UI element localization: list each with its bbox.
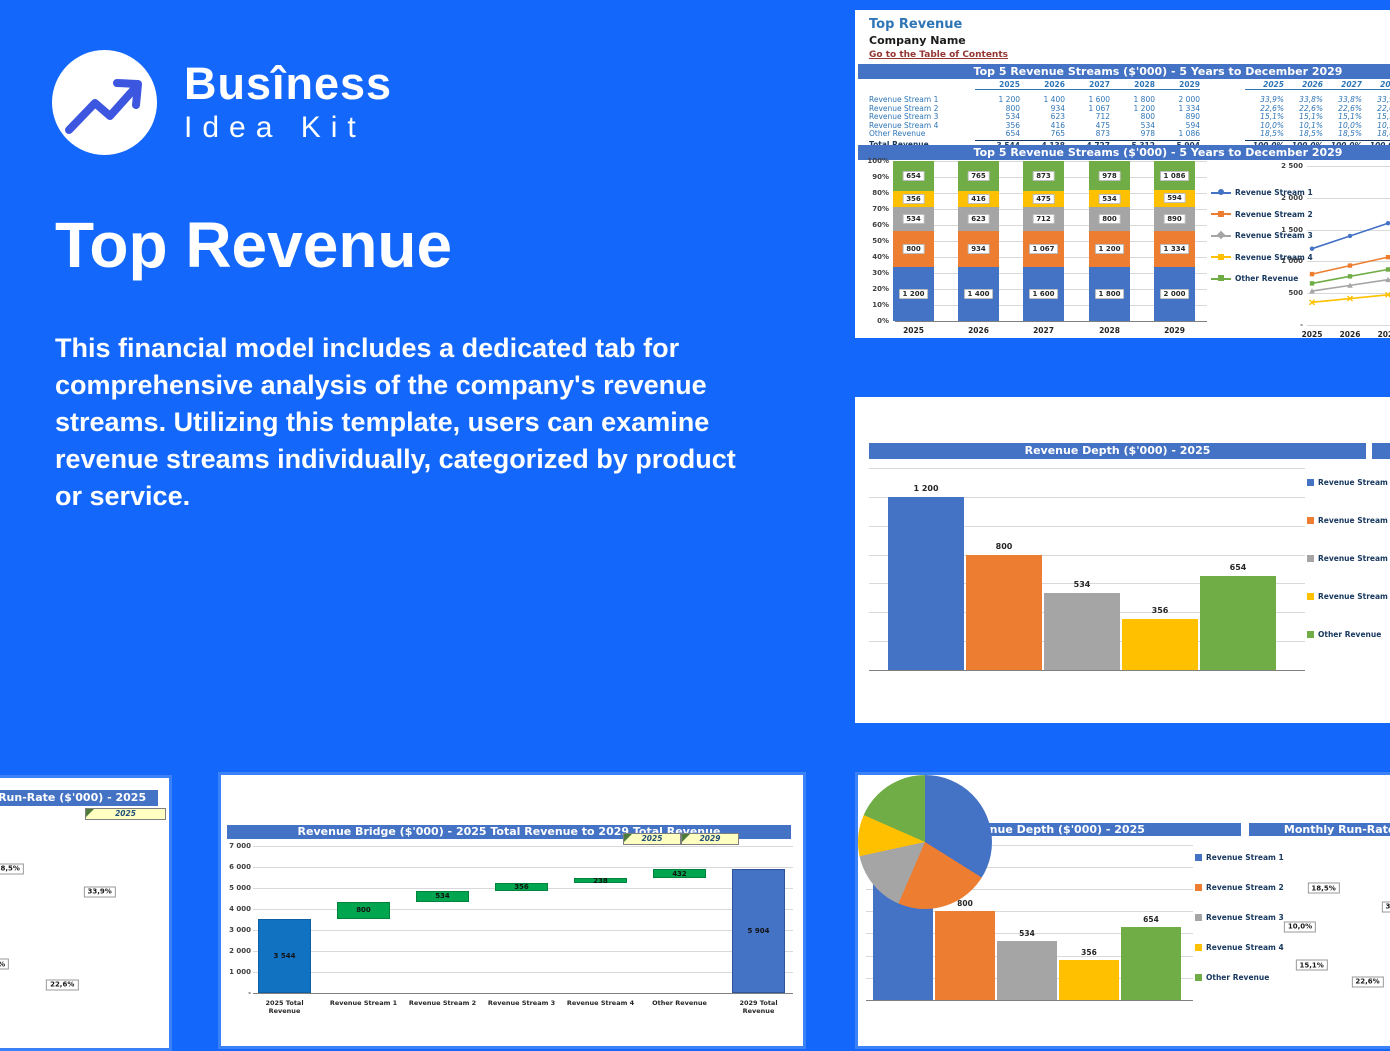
x-axis-label: Revenue Stream 1 [328, 999, 400, 1007]
pie-percent-label: 15,1% [0, 959, 9, 970]
y-axis-label: 7 000 [225, 842, 251, 850]
y-axis-label: 5 000 [225, 884, 251, 892]
gridline [869, 670, 1305, 671]
x-axis-label: Revenue Stream 2 [407, 999, 479, 1007]
runrate-pie-chart: 33,9%22,6%15,1%10,0%18,5% [0, 778, 169, 1048]
x-axis-label: Other Revenue [644, 999, 716, 1007]
x-axis-label: 2025 Total Revenue [249, 999, 321, 1015]
gridline [253, 846, 793, 847]
gridline [253, 867, 793, 868]
square-marker-icon [1386, 267, 1390, 271]
x-axis-label: Revenue Stream 4 [565, 999, 637, 1007]
waterfall-value-label: 356 [514, 883, 529, 891]
trend-arrow-icon [52, 50, 157, 155]
circle-marker-icon [1348, 234, 1352, 238]
y-axis-label: 6 000 [225, 863, 251, 871]
circle-marker-icon [1386, 221, 1390, 225]
waterfall-value-label: 238 [593, 877, 608, 885]
waterfall-value-label: 534 [435, 892, 450, 900]
pie-percent-label: 10,0% [1284, 921, 1316, 932]
gridline [253, 993, 793, 994]
card-depth-runrate: Revenue Depth ($'000) - 2025 Monthly Run… [855, 772, 1390, 1049]
square-marker-icon [1386, 255, 1390, 259]
pie-percent-label: 18,5% [0, 863, 24, 874]
waterfall-value-label: 800 [356, 906, 371, 914]
square-marker-icon [1348, 274, 1352, 278]
square-marker-icon [1310, 272, 1314, 276]
legend-item: Revenue Stream 2 [1307, 516, 1390, 525]
legend-item: Other Revenue [1307, 630, 1381, 639]
gridline [253, 951, 793, 952]
legend-square-icon [1307, 555, 1314, 562]
waterfall-chart: - 1 000 2 000 3 000 4 000 5 000 6 000 7 000 3 54… [221, 775, 803, 1046]
y-axis-label: 3 000 [225, 926, 251, 934]
legend-square-icon [1307, 517, 1314, 524]
square-marker-icon [1348, 263, 1352, 267]
waterfall-value-label: 3 544 [274, 952, 296, 960]
square-marker-icon [1310, 281, 1314, 285]
pie-percent-label: 22,6% [46, 979, 78, 990]
brand-line1: Busîness [184, 60, 392, 108]
card-monthly-runrate: Monthly Run-Rate ($'000) - 2025 2025 33,… [0, 775, 172, 1051]
legend-item: Revenue Stream 1 [1307, 478, 1390, 487]
page-description: This financial model includes a dedicate… [55, 330, 755, 515]
legend-label: Revenue Stream 1 [1318, 478, 1390, 487]
gridline [253, 909, 793, 910]
bar-value-label: 800 [996, 542, 1013, 551]
card-top-revenue-sheet: Top Revenue Company Name Go to the Table… [855, 10, 1390, 338]
gridline [869, 468, 1305, 469]
pie-percent-label: 33,9% [1382, 901, 1390, 912]
x-axis-label: 2025 [1296, 330, 1328, 338]
circle-marker-icon [1310, 246, 1314, 250]
pie-percent-label: 33,9% [83, 886, 115, 897]
gridline [253, 930, 793, 931]
runrate2-pie-chart: 33,9% 22,6% 15,1% 10,0% 18,5% [858, 775, 1390, 1046]
page-title: Top Revenue [55, 208, 452, 282]
gridline [253, 972, 793, 973]
legend-label: Other Revenue [1318, 630, 1381, 639]
bar-value-label: 534 [1074, 580, 1091, 589]
legend-square-icon [1307, 479, 1314, 486]
bar-value-label: 356 [1152, 606, 1169, 615]
line-series [1312, 198, 1390, 249]
bar [1122, 619, 1198, 670]
brand-line2: Idea Kit [184, 108, 392, 148]
legend-label: Revenue Stream 2 [1318, 516, 1390, 525]
legend-label: Revenue Stream 3 [1318, 554, 1390, 563]
brand-name: Busîness Idea Kit [184, 60, 392, 148]
bar [966, 555, 1042, 670]
pie-percent-label: 18,5% [1307, 883, 1339, 894]
x-axis-label: Revenue Stream 3 [486, 999, 558, 1007]
y-axis-label: 4 000 [225, 905, 251, 913]
card-revenue-bridge: Revenue Bridge ($'000) - 2025 Total Reve… [218, 772, 806, 1049]
waterfall-value-label: 432 [672, 870, 687, 878]
y-axis-label: 2 000 [225, 947, 251, 955]
legend-item: Revenue Stream 3 [1307, 554, 1390, 563]
x-axis-label: 2027 [1372, 330, 1390, 338]
bar-value-label: 654 [1230, 563, 1247, 572]
x-axis-label: 2029 Total Revenue [723, 999, 795, 1015]
brand-logo [52, 50, 157, 155]
waterfall-value-label: 5 904 [748, 927, 770, 935]
legend-label: Revenue Stream 4 [1318, 592, 1390, 601]
pie-percent-label: 15,1% [1295, 960, 1327, 971]
x-axis-label: 2026 [1334, 330, 1366, 338]
legend-square-icon [1307, 593, 1314, 600]
pie-percent-label: 22,6% [1351, 976, 1383, 987]
y-axis-label: - [225, 989, 251, 997]
bar [1044, 593, 1120, 670]
bar [1200, 576, 1276, 670]
legend-square-icon [1307, 631, 1314, 638]
y-axis-label: 1 000 [225, 968, 251, 976]
legend-item: Revenue Stream 4 [1307, 592, 1390, 601]
line-chart-svg [1295, 140, 1390, 338]
bar [888, 497, 964, 670]
bar-value-label: 1 200 [913, 484, 938, 493]
pie [858, 775, 992, 909]
